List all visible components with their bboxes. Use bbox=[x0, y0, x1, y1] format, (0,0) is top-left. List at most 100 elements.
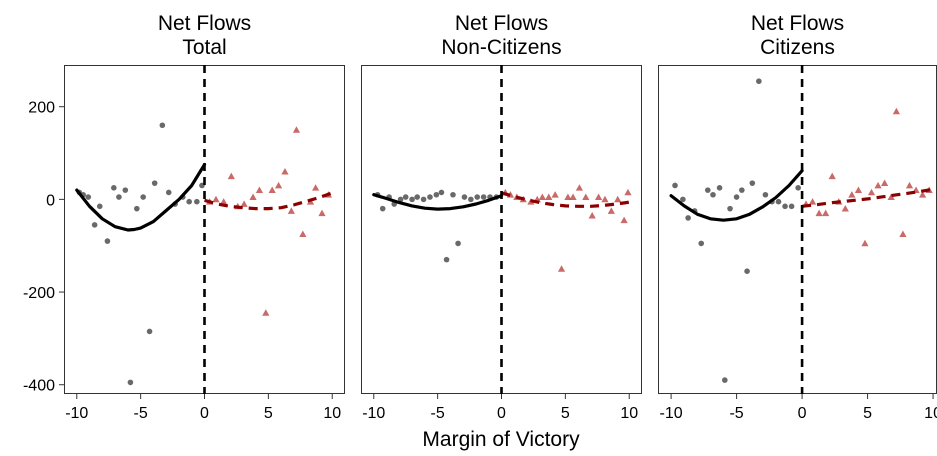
panel-title-line: Net Flows bbox=[158, 12, 251, 35]
y-tick-label: -200 bbox=[23, 285, 55, 302]
right-point bbox=[268, 186, 276, 193]
right-point bbox=[892, 107, 900, 115]
right-point bbox=[841, 205, 849, 212]
left-point bbox=[704, 187, 711, 193]
left-point bbox=[91, 222, 98, 228]
panel-title-line: Net Flows bbox=[455, 12, 548, 35]
right-point bbox=[588, 211, 596, 219]
left-point bbox=[455, 240, 461, 247]
right-fit-curve bbox=[801, 187, 934, 208]
panel-title-line: Net Flows bbox=[751, 12, 844, 35]
x-tick-label: -10 bbox=[362, 405, 385, 422]
left-point bbox=[762, 191, 769, 198]
left-point bbox=[710, 191, 716, 198]
x-tick-label: 5 bbox=[264, 405, 273, 422]
left-point bbox=[165, 189, 172, 196]
right-point bbox=[312, 184, 320, 191]
x-tick-label: 10 bbox=[323, 405, 341, 422]
left-point bbox=[756, 78, 762, 85]
left-point bbox=[775, 198, 782, 205]
left-point bbox=[96, 203, 103, 210]
right-point bbox=[557, 265, 566, 272]
left-point bbox=[461, 194, 468, 200]
left-point bbox=[140, 194, 146, 200]
right-point bbox=[854, 186, 863, 193]
panel-title-line: Total bbox=[182, 36, 226, 59]
x-tick-label: -10 bbox=[65, 405, 88, 422]
left-point bbox=[414, 194, 421, 200]
right-point bbox=[551, 191, 559, 198]
right-point bbox=[815, 209, 823, 217]
left-point bbox=[698, 240, 705, 247]
left-fit-curve bbox=[372, 193, 504, 211]
panel-title: Net Flows Citizens bbox=[751, 12, 844, 59]
left-point bbox=[186, 198, 192, 205]
plot-area bbox=[372, 184, 632, 272]
right-point bbox=[227, 172, 235, 180]
right-point bbox=[240, 200, 248, 207]
x-tick-label: 0 bbox=[200, 405, 209, 422]
panel-title: Net Flows Total bbox=[158, 12, 251, 59]
left-point bbox=[443, 256, 450, 263]
right-point bbox=[861, 239, 869, 247]
left-point bbox=[480, 194, 487, 200]
panel-title: Net Flows Non-Citizens bbox=[441, 12, 561, 59]
left-point bbox=[85, 194, 92, 200]
x-tick-label: -5 bbox=[729, 405, 743, 422]
left-point bbox=[194, 198, 200, 205]
right-point bbox=[905, 181, 914, 189]
left-point bbox=[722, 377, 728, 383]
right-point bbox=[594, 193, 603, 200]
left-point bbox=[474, 194, 481, 200]
panel-1: Net Flows Total -10 -5 0 5 10 -400 -200 0 200 bbox=[23, 12, 345, 422]
left-point bbox=[127, 379, 134, 386]
right-point bbox=[220, 198, 228, 205]
left-point bbox=[716, 184, 723, 191]
left-fit-curve bbox=[75, 163, 207, 232]
right-point bbox=[564, 193, 572, 200]
right-point bbox=[607, 207, 615, 214]
left-point bbox=[782, 203, 788, 210]
right-point bbox=[569, 193, 577, 200]
x-tick-label: 10 bbox=[620, 405, 638, 422]
right-fit-curve bbox=[204, 191, 333, 211]
left-point bbox=[151, 180, 158, 186]
y-tick-label: 0 bbox=[46, 192, 55, 209]
left-point bbox=[727, 205, 733, 212]
right-point bbox=[887, 193, 895, 200]
left-point bbox=[672, 182, 678, 189]
right-point bbox=[292, 126, 301, 133]
right-point bbox=[874, 181, 882, 189]
left-point bbox=[438, 189, 445, 196]
left-point bbox=[680, 196, 686, 203]
right-point bbox=[601, 195, 609, 203]
right-point bbox=[262, 309, 270, 316]
right-point bbox=[575, 184, 584, 191]
plot-area bbox=[75, 122, 333, 386]
left-point bbox=[450, 191, 456, 198]
left-point bbox=[116, 194, 122, 200]
left-point bbox=[146, 328, 153, 335]
right-point bbox=[808, 198, 817, 205]
left-point bbox=[134, 205, 140, 212]
right-point bbox=[624, 188, 632, 196]
x-tick-label: -5 bbox=[134, 405, 148, 422]
right-point bbox=[299, 230, 307, 238]
x-tick-label: -5 bbox=[431, 405, 445, 422]
panel-title-line: Citizens bbox=[760, 36, 835, 59]
left-point bbox=[739, 187, 745, 193]
right-point bbox=[614, 195, 622, 203]
right-point bbox=[899, 230, 907, 238]
plot-area bbox=[669, 78, 934, 383]
left-point bbox=[744, 268, 750, 275]
right-point bbox=[274, 181, 283, 189]
y-tick-label: -400 bbox=[23, 378, 55, 395]
panel-frame bbox=[658, 65, 937, 394]
x-tick-label: 5 bbox=[561, 405, 570, 422]
right-point bbox=[212, 195, 220, 203]
right-point bbox=[545, 193, 553, 200]
x-tick-label: -10 bbox=[660, 405, 683, 422]
left-point bbox=[397, 196, 404, 203]
